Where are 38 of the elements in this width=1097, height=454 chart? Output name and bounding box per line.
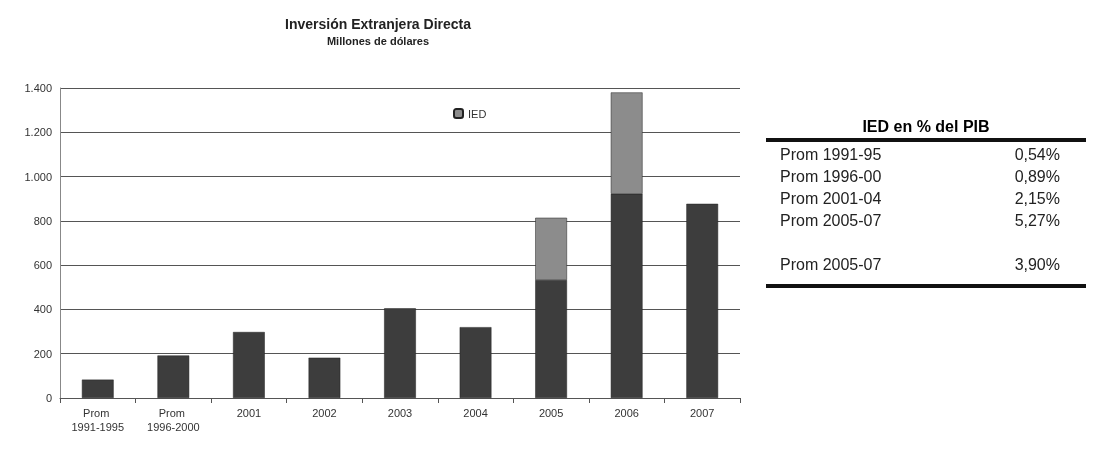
x-tick-label: 2004 — [463, 407, 488, 419]
y-tick-label: 600 — [33, 259, 52, 272]
text: 0,54% — [1014, 146, 1060, 163]
bar — [459, 327, 492, 398]
text: 3,90% — [1014, 256, 1060, 273]
category-label: Prom 1996-00 — [779, 167, 883, 187]
x-tick-label: 2003 — [387, 407, 413, 419]
legend-label: IED — [468, 107, 487, 120]
y-tick-label: 1.400 — [24, 82, 52, 94]
text: 0,89% — [1014, 168, 1060, 185]
category-label: Prom 2001-04 — [779, 189, 883, 209]
x-tick-label: 2001 — [236, 407, 262, 419]
y-tick-label: 1.000 — [24, 170, 52, 183]
bar — [686, 203, 719, 398]
x-tick-label: Prom 1991-1995 — [71, 407, 125, 433]
y-tick-label: 400 — [33, 303, 52, 316]
y-tick-label: 200 — [33, 347, 52, 360]
category-label: Prom 1991-95 — [779, 145, 883, 165]
y-tick-label: 0 — [45, 392, 52, 404]
text: IED en % del PIB — [861, 118, 991, 137]
x-tick-label: Prom 1996-2000 — [147, 407, 200, 433]
x-tick-label: 2006 — [614, 407, 639, 419]
bar — [81, 379, 114, 398]
bar — [233, 332, 265, 398]
bar — [308, 357, 341, 398]
text: 5,27% — [1014, 212, 1060, 229]
chart-title: Inversión Extranjera Directa — [285, 16, 472, 32]
bar — [384, 308, 416, 398]
x-tick-label: 2002 — [312, 407, 337, 419]
chart-subtitle: Millones de dólares — [326, 34, 430, 47]
bar — [157, 355, 190, 398]
x-tick-label: 2007 — [689, 407, 715, 419]
y-tick-label: 800 — [33, 214, 52, 227]
category-label: Prom 2005-07 — [779, 255, 883, 275]
y-tick-label: 1.200 — [24, 126, 52, 139]
category-label: Prom 2005-07 — [779, 211, 883, 231]
text: 2,15% — [1014, 190, 1060, 207]
x-tick-label: 2005 — [538, 407, 564, 419]
